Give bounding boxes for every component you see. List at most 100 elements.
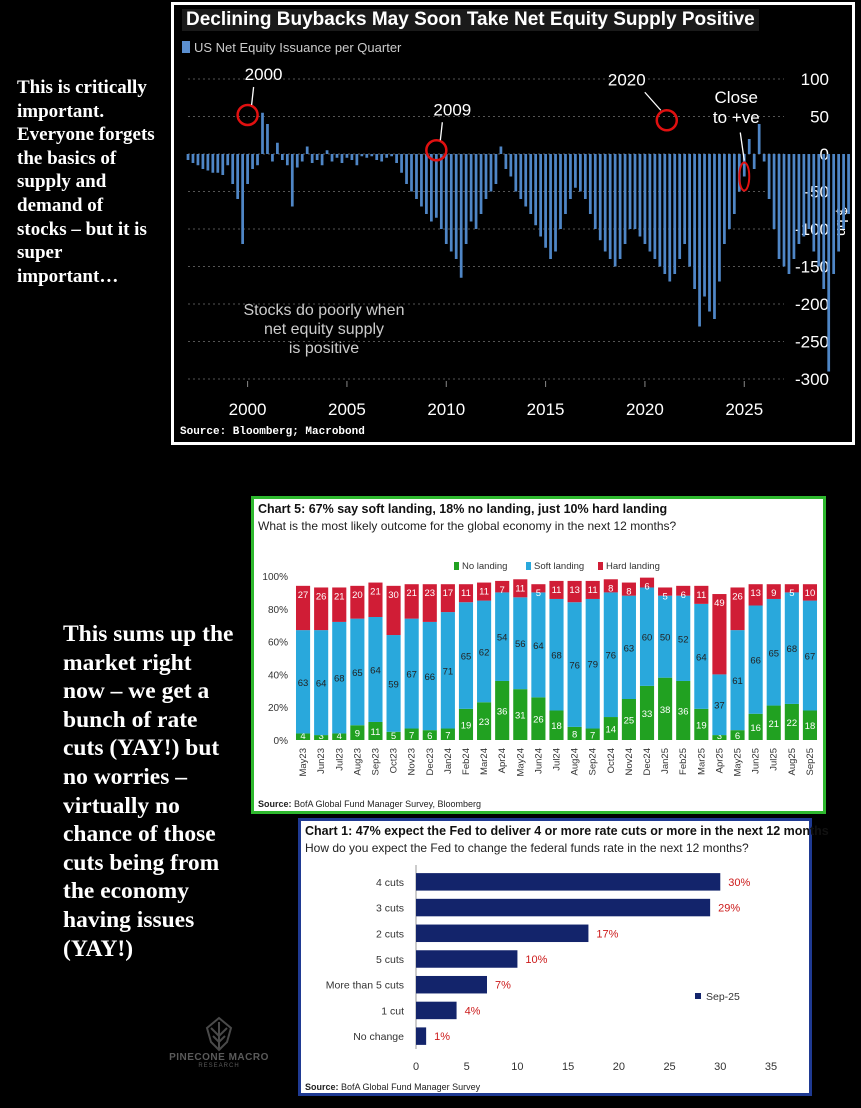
- issuance-bar: [509, 154, 513, 177]
- stacked-bar-segment: [477, 702, 492, 740]
- y-tick-label: 50: [810, 108, 829, 127]
- stacked-bar-segment: [802, 600, 818, 711]
- data-label: 64: [316, 679, 327, 690]
- issuance-bar: [295, 154, 299, 168]
- issuance-bar: [608, 154, 612, 259]
- x-tick-label: May23: [298, 748, 309, 777]
- data-label: 27: [298, 590, 309, 601]
- issuance-bar: [310, 154, 314, 163]
- issuance-bar: [544, 154, 547, 248]
- y-tick-label: 20%: [268, 703, 288, 714]
- stacked-bar-segment: [404, 728, 419, 740]
- issuance-bar: [469, 154, 473, 222]
- y-tick-label: 40%: [268, 670, 288, 681]
- issuance-bar: [598, 154, 602, 241]
- data-label: 30: [388, 590, 399, 601]
- data-label: 65: [352, 668, 363, 679]
- data-label: 49: [714, 598, 725, 609]
- issuance-bar: [688, 154, 691, 267]
- stacked-bar-segment: [422, 584, 437, 622]
- issuance-bar: [588, 154, 592, 214]
- data-label: 8: [572, 729, 577, 740]
- annotation-label: 2000: [245, 65, 283, 84]
- stacked-bar-segment: [730, 730, 745, 740]
- issuance-bar: [683, 154, 687, 244]
- data-label: 67: [805, 652, 816, 663]
- legend-swatch: [695, 993, 701, 999]
- data-label: 68: [787, 644, 798, 655]
- cut-bar: [416, 1027, 427, 1045]
- cut-bar: [416, 950, 518, 968]
- category-label: No change: [353, 1031, 404, 1043]
- issuance-bar: [479, 154, 483, 214]
- chart-source: Source: Bloomberg; Macrobond: [180, 426, 365, 438]
- annotation-leader: [439, 122, 443, 141]
- data-label: 17: [443, 588, 454, 599]
- issuance-bar: [767, 154, 771, 199]
- x-tick-label: Apr24: [497, 748, 508, 773]
- data-label: 64: [533, 641, 544, 652]
- issuance-bar: [276, 142, 279, 154]
- data-label: 21: [334, 591, 345, 602]
- issuance-bar: [464, 154, 468, 244]
- stacked-bar-segment: [495, 680, 510, 740]
- data-label: 11: [552, 585, 562, 596]
- issuance-bar: [504, 154, 508, 169]
- stacked-bar-segment: [368, 617, 383, 722]
- data-label: 11: [371, 727, 381, 738]
- stacked-bar-segment: [495, 580, 510, 593]
- issuance-bar: [698, 154, 701, 327]
- issuance-bar: [678, 154, 682, 259]
- data-label: 6: [644, 582, 649, 593]
- issuance-bar: [797, 154, 801, 244]
- issuance-bar: [529, 154, 533, 214]
- issuance-bar: [623, 154, 627, 244]
- x-tick-label: Jun24: [533, 748, 544, 774]
- x-tick-label: Sep25: [805, 748, 816, 775]
- data-label: 22: [787, 718, 798, 729]
- issuance-bar: [196, 154, 200, 166]
- issuance-bar: [822, 154, 826, 289]
- issuance-bar: [266, 124, 269, 154]
- annotation-line: to +ve: [713, 108, 760, 127]
- issuance-bar: [454, 154, 458, 259]
- stacked-bar-segment: [477, 582, 492, 601]
- data-label: 50: [660, 633, 671, 644]
- issuance-bar: [415, 154, 418, 199]
- issuance-bar: [742, 154, 746, 177]
- data-label: 36: [497, 706, 508, 717]
- issuance-bar: [206, 154, 210, 171]
- issuance-bar: [186, 154, 190, 160]
- issuance-bar: [787, 154, 791, 274]
- data-label: 33: [642, 709, 653, 720]
- stacked-bar-segment: [368, 721, 383, 740]
- issuance-bar: [574, 154, 577, 188]
- data-label: 10: [805, 588, 816, 599]
- fed-cuts-plot: 0 5 10 15 20 25 30 35 4 cuts 30% 3 cuts 29% 2 cuts 17…: [326, 865, 777, 1073]
- data-label: 17%: [596, 928, 618, 940]
- stacked-bar-segment: [332, 587, 347, 622]
- data-label: 63: [298, 678, 309, 689]
- x-tick-label: 2000: [229, 400, 267, 419]
- x-tick-label: Sep24: [588, 748, 599, 775]
- x-tick-label: Oct23: [389, 748, 400, 773]
- annotation-line: net equity supply: [264, 321, 384, 338]
- legend-label: US Net Equity Issuance per Quarter: [194, 40, 402, 55]
- stacked-bar-segment: [404, 584, 419, 619]
- issuance-bar: [708, 154, 711, 312]
- chart-source: Source: BofA Global Fund Manager Survey: [305, 1082, 480, 1092]
- data-label: 61: [732, 676, 743, 687]
- stacked-bar-segment: [332, 733, 347, 740]
- category-label: 1 cut: [381, 1005, 404, 1017]
- data-label: 54: [497, 633, 508, 644]
- data-label: 65: [461, 652, 472, 663]
- data-label: 31: [515, 711, 526, 722]
- data-label: 30%: [728, 877, 750, 889]
- data-label: 6: [735, 731, 740, 742]
- data-label: 21: [768, 719, 779, 730]
- stacked-bar-segment: [639, 685, 655, 740]
- x-tick-label: Aug25: [787, 748, 798, 775]
- issuance-bar: [648, 154, 652, 252]
- legend-swatch: [182, 41, 190, 53]
- chart-title: Declining Buybacks May Soon Take Net Equ…: [182, 9, 759, 31]
